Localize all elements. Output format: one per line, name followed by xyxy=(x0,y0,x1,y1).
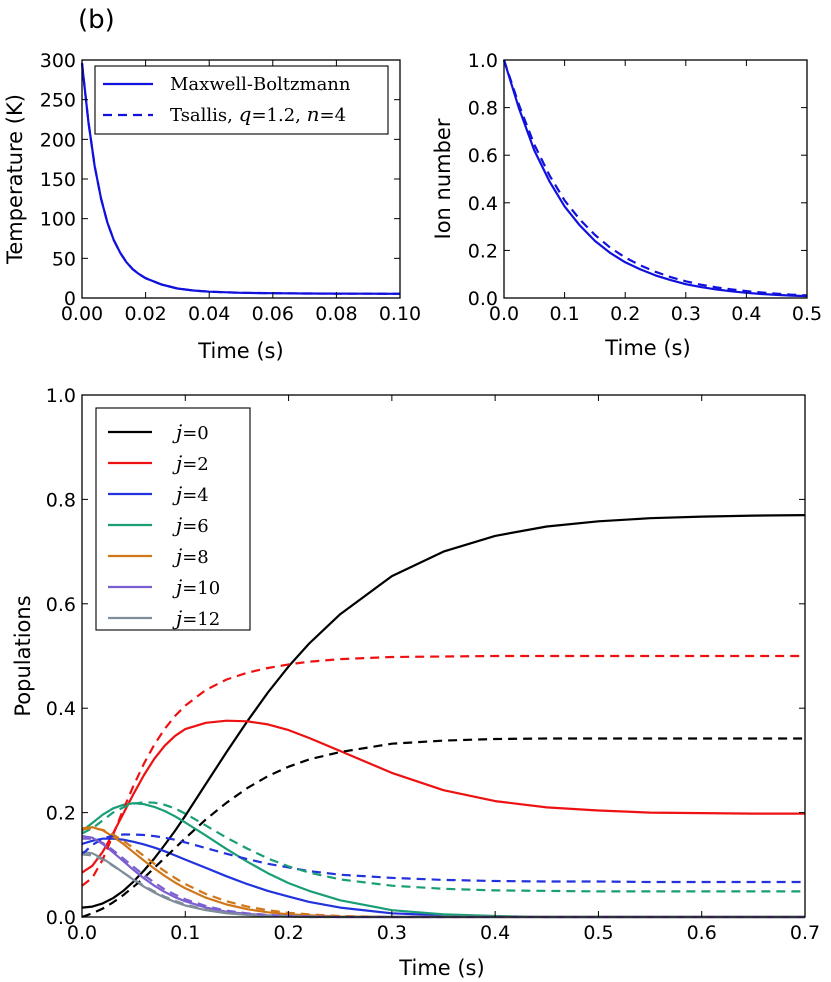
temperature-xtick-label: 0.10 xyxy=(379,303,421,325)
populations-ytick-label: 0.2 xyxy=(46,803,76,825)
temperature-ytick-label: 0 xyxy=(64,288,76,310)
populations-ytick-label: 0.8 xyxy=(46,489,76,511)
legend-label-j-12: j=12 xyxy=(172,606,220,630)
populations-xtick-label: 0.1 xyxy=(170,922,200,944)
temperature-ytick-label: 300 xyxy=(40,50,76,72)
populations-xtick-label: 0.2 xyxy=(273,922,303,944)
populations-xtick-label: 0.0 xyxy=(67,922,97,944)
populations-y-label: Populations xyxy=(11,595,35,716)
temperature-xtick-label: 0.00 xyxy=(61,303,103,325)
populations-x-label: Time (s) xyxy=(398,956,484,980)
populations-ytick-label: 1.0 xyxy=(46,385,76,407)
legend-label-j-8: j=8 xyxy=(172,544,209,568)
ion-number-xtick-label: 0.5 xyxy=(792,303,822,325)
ion-number-ytick-label: 1.0 xyxy=(468,50,498,72)
ion-number-xtick-label: 0.2 xyxy=(610,303,640,325)
populations-xtick-label: 0.5 xyxy=(583,922,613,944)
ion-number-chart: 0.0 0.1 0.2 0.3 0.4 0.5 0.0 0.2 0.4 0.6 0.8 1.0 Tim… xyxy=(431,50,822,360)
populations-series-j-10-tsallis-dashed xyxy=(82,837,805,919)
ion-number-series-maxwell-boltzmann-line xyxy=(502,59,808,298)
temperature-legend-box xyxy=(94,65,389,135)
temperature-ytick-label: 100 xyxy=(40,209,76,231)
populations-legend-box xyxy=(95,407,251,631)
legend-label-tsallis: Tsallis, q=1.2, n=4 xyxy=(170,102,346,126)
populations-plot-frame xyxy=(81,394,806,918)
panel-label: (b) xyxy=(78,5,115,35)
populations-chart: 0.0 0.1 0.2 0.3 0.4 0.5 0.6 0.7 0.0 0.2 0.4 0.6 0.8 1… xyxy=(11,385,820,980)
ion-number-ytick-label: 0.4 xyxy=(468,193,498,215)
populations-series-j-4-tsallis-dashed xyxy=(81,833,805,884)
legend-label-j-2: j=2 xyxy=(172,451,209,475)
populations-series-j-6-tsallis-dashed xyxy=(81,801,805,893)
populations-series-j-2-tsallis-dashed xyxy=(81,654,805,887)
temperature-xtick-label: 0.08 xyxy=(315,303,357,325)
temperature-ytick-label: 150 xyxy=(40,169,76,191)
ion-number-xtick-label: 0.0 xyxy=(489,303,519,325)
temperature-ytick-label: 250 xyxy=(40,90,76,112)
temperature-x-label: Time (s) xyxy=(197,339,283,363)
legend-label-j-6: j=6 xyxy=(172,513,209,537)
populations-ytick-label: 0.6 xyxy=(46,594,76,616)
ion-number-xtick-label: 0.4 xyxy=(731,303,761,325)
ion-number-x-label: Time (s) xyxy=(604,336,690,360)
legend-label-j-0: j=0 xyxy=(172,420,209,444)
ion-number-series-tsallis-q-1-2-n-4-dashed xyxy=(502,59,808,297)
legend-label-j-4: j=4 xyxy=(172,482,209,506)
ion-number-ytick-label: 0.0 xyxy=(468,288,498,310)
ion-number-ytick-label: 0.6 xyxy=(468,145,498,167)
ion-number-ytick-label: 0.8 xyxy=(468,98,498,120)
ion-number-xtick-label: 0.1 xyxy=(549,303,579,325)
temperature-xtick-label: 0.06 xyxy=(252,303,294,325)
ion-number-xtick-label: 0.3 xyxy=(671,303,701,325)
temperature-chart: 0.00 0.02 0.04 0.06 0.08 0.10 0 50 100 150 200 250 3… xyxy=(3,50,421,363)
populations-xtick-label: 0.4 xyxy=(480,922,510,944)
populations-ytick-label: 0.0 xyxy=(46,907,76,929)
temperature-legend: Maxwell-Boltzmann Tsallis, q=1.2, n=4 xyxy=(94,65,389,135)
populations-series-j-0-tsallis-dashed xyxy=(81,737,805,919)
temperature-xtick-label: 0.02 xyxy=(124,303,166,325)
populations-series-j-2-line xyxy=(81,719,805,874)
populations-xtick-label: 0.3 xyxy=(377,922,407,944)
temperature-xtick-label: 0.04 xyxy=(188,303,230,325)
temperature-series-tsallis-q-1-2-n-4-dashed xyxy=(80,63,401,295)
legend-label-maxwell-boltzmann: Maxwell-Boltzmann xyxy=(170,74,351,95)
ion-number-plot-frame xyxy=(503,59,808,299)
populations-series-j-8-tsallis-dashed xyxy=(81,827,805,919)
populations-legend: j=0 j=2 j=4 j=6 j=8 j=10 j=12 xyxy=(95,407,251,631)
legend-label-j-10: j=10 xyxy=(172,575,220,599)
ion-number-ytick-label: 0.2 xyxy=(468,240,498,262)
ion-number-y-label: Ion number xyxy=(431,118,455,239)
temperature-y-label: Temperature (K) xyxy=(3,94,27,265)
populations-xtick-label: 0.6 xyxy=(687,922,717,944)
populations-xtick-label: 0.7 xyxy=(790,922,820,944)
populations-ytick-label: 0.4 xyxy=(46,698,76,720)
temperature-ytick-label: 50 xyxy=(52,248,76,270)
temperature-ytick-label: 200 xyxy=(40,129,76,151)
